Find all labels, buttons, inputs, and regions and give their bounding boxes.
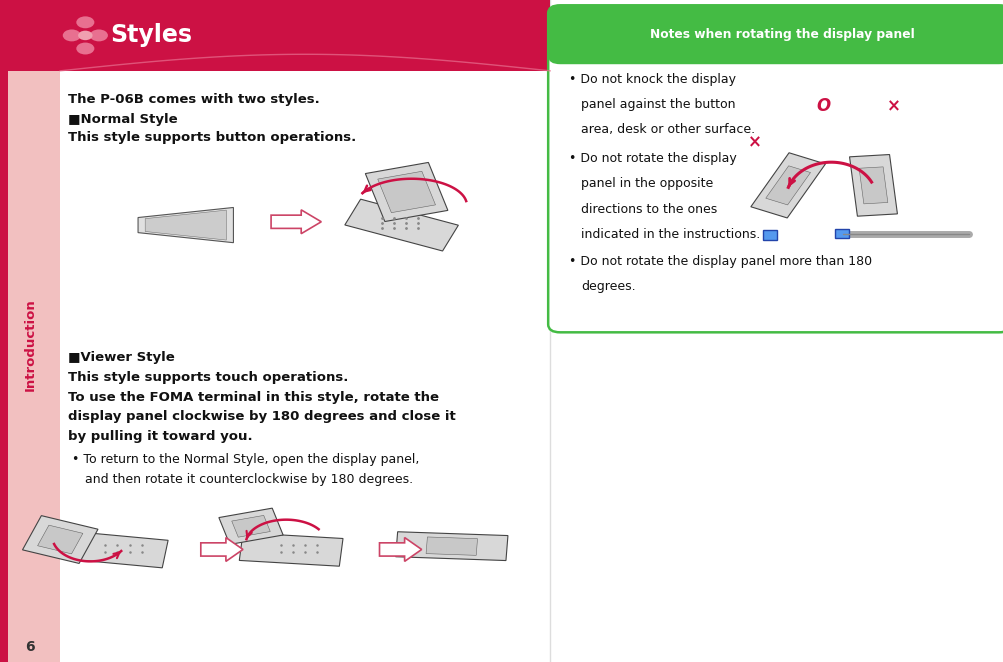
FancyBboxPatch shape: [548, 5, 1003, 332]
Text: • Do not knock the display: • Do not knock the display: [569, 73, 735, 86]
FancyBboxPatch shape: [548, 5, 1003, 64]
Bar: [762, 230, 776, 240]
Bar: [834, 229, 849, 238]
Text: • Do not rotate the display: • Do not rotate the display: [569, 152, 736, 166]
Text: ■Viewer Style: ■Viewer Style: [68, 351, 175, 364]
Bar: [0, 0, 60, 662]
Polygon shape: [201, 538, 243, 561]
Text: by pulling it toward you.: by pulling it toward you.: [68, 430, 253, 444]
Text: panel in the opposite: panel in the opposite: [581, 177, 713, 191]
Text: directions to the ones: directions to the ones: [581, 203, 717, 216]
Text: • Do not rotate the display panel more than 180: • Do not rotate the display panel more t…: [569, 255, 872, 268]
Text: display panel clockwise by 180 degrees and close it: display panel clockwise by 180 degrees a…: [68, 410, 455, 424]
Text: and then rotate it counterclockwise by 180 degrees.: and then rotate it counterclockwise by 1…: [85, 473, 413, 486]
Bar: [60, 0, 550, 71]
Text: Introduction: Introduction: [24, 298, 36, 391]
Text: ×: ×: [747, 133, 761, 152]
Circle shape: [76, 17, 94, 28]
Polygon shape: [239, 533, 343, 566]
Circle shape: [78, 30, 92, 40]
Bar: [572, 34, 986, 56]
Polygon shape: [22, 516, 98, 563]
Polygon shape: [271, 210, 321, 234]
Text: 6: 6: [25, 640, 35, 655]
Bar: [0, 0, 8, 662]
Text: degrees.: degrees.: [581, 280, 635, 293]
Text: The P-06B comes with two styles.: The P-06B comes with two styles.: [68, 93, 320, 106]
Text: panel against the button: panel against the button: [581, 98, 735, 111]
Polygon shape: [232, 516, 270, 537]
Circle shape: [89, 30, 108, 41]
Circle shape: [76, 42, 94, 54]
Text: This style supports button operations.: This style supports button operations.: [68, 131, 356, 144]
Polygon shape: [750, 153, 824, 218]
Polygon shape: [859, 167, 887, 204]
Polygon shape: [395, 532, 508, 561]
Polygon shape: [138, 207, 233, 243]
Text: ×: ×: [886, 97, 900, 115]
Text: ■Normal Style: ■Normal Style: [68, 113, 178, 126]
Text: indicated in the instructions.: indicated in the instructions.: [581, 228, 760, 241]
Polygon shape: [377, 171, 435, 213]
Polygon shape: [344, 199, 458, 251]
Polygon shape: [219, 508, 283, 544]
Text: To use the FOMA terminal in this style, rotate the: To use the FOMA terminal in this style, …: [68, 391, 439, 404]
Polygon shape: [37, 525, 83, 554]
Text: area, desk or other surface.: area, desk or other surface.: [581, 123, 754, 136]
Text: O: O: [815, 97, 829, 115]
Polygon shape: [379, 538, 421, 561]
Polygon shape: [145, 210, 226, 240]
Polygon shape: [365, 162, 447, 222]
Bar: [8, 0, 60, 71]
Text: This style supports touch operations.: This style supports touch operations.: [68, 371, 348, 384]
Polygon shape: [63, 531, 168, 568]
Polygon shape: [425, 537, 477, 555]
Circle shape: [62, 30, 80, 41]
Text: Styles: Styles: [110, 23, 193, 48]
Text: • To return to the Normal Style, open the display panel,: • To return to the Normal Style, open th…: [72, 453, 419, 466]
Polygon shape: [765, 166, 809, 205]
Text: Notes when rotating the display panel: Notes when rotating the display panel: [649, 28, 914, 41]
Polygon shape: [849, 154, 897, 216]
